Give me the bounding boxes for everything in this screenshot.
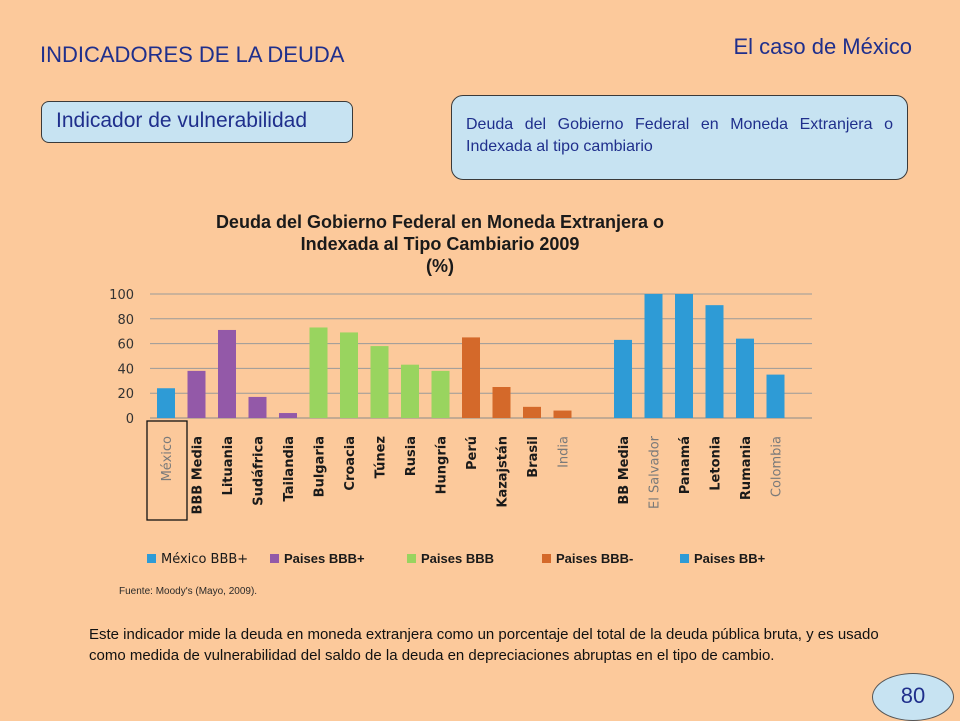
bar (644, 294, 663, 418)
y-tick-label: 20 (117, 387, 134, 402)
bar (492, 387, 511, 418)
bar (157, 388, 175, 418)
legend-swatch (270, 554, 279, 563)
y-tick-label: 80 (117, 313, 134, 328)
x-tick-label: Sudáfrica (252, 436, 267, 506)
x-tick-label: Rusia (404, 436, 419, 476)
y-tick-label: 60 (117, 338, 134, 353)
bar (675, 294, 693, 418)
legend-swatch (680, 554, 689, 563)
bar (370, 346, 389, 418)
chart-title-line-2: Indexada al Tipo Cambiario 2009 (300, 234, 580, 254)
x-tick-label: Bulgaria (313, 436, 328, 497)
bar (279, 413, 297, 418)
x-tick-label: Perú (465, 436, 480, 470)
legend-swatch (147, 554, 156, 563)
y-tick-label: 40 (117, 362, 134, 377)
x-tick-label: Túnez (374, 436, 389, 478)
y-tick-label: 0 (126, 412, 134, 427)
x-tick-label: BB Media (617, 436, 632, 505)
bar (218, 329, 236, 418)
x-tick-label: Rumania (739, 436, 754, 500)
chart-title-line-3: (%) (426, 256, 454, 276)
x-tick-label: Panamá (678, 436, 693, 494)
x-tick-label: Lituania (221, 436, 236, 495)
x-tick-label: El Salvador (648, 435, 663, 509)
bar (705, 305, 724, 418)
page-number-badge: 80 (872, 673, 954, 721)
legend-label: Paises BBB- (556, 551, 633, 566)
slide-subtitle: El caso de México (733, 34, 912, 59)
x-tick-label: Letonia (709, 436, 724, 491)
legend-label: Paises BBB (421, 551, 494, 566)
x-tick-label: Colombia (770, 436, 785, 497)
bar (248, 396, 267, 418)
legend-label: México BBB+ (161, 552, 248, 567)
bar (523, 406, 541, 418)
legend-label: Paises BB+ (694, 551, 766, 566)
bar (766, 374, 785, 418)
description-box: Deuda del Gobierno Federal en Moneda Ext… (451, 95, 908, 180)
x-tick-label: BBB Media (191, 436, 206, 515)
slide-title: INDICADORES DE LA DEUDA (40, 42, 345, 67)
bar (309, 327, 328, 418)
footer-paragraph: Este indicador mide la deuda en moneda e… (89, 626, 879, 664)
x-tick-label: Croacia (343, 436, 358, 491)
x-tick-label: Tailandia (282, 436, 297, 501)
bar (462, 337, 480, 418)
y-tick-label: 100 (109, 288, 134, 303)
legend-label: Paises BBB+ (284, 551, 365, 566)
bar (401, 364, 419, 418)
highlight-box (146, 420, 188, 521)
chart-title-line-1: Deuda del Gobierno Federal en Moneda Ext… (215, 212, 665, 232)
bar (340, 332, 358, 418)
legend-swatch (542, 554, 551, 563)
x-tick-label: India (557, 436, 572, 468)
bar (614, 339, 632, 418)
bar (431, 370, 450, 418)
bar (736, 338, 754, 418)
chart-title: Deuda del Gobierno Federal en Moneda Ext… (110, 211, 770, 277)
x-tick-label: Hungría (435, 436, 450, 494)
x-tick-label: Brasil (526, 436, 541, 478)
indicator-label-box: Indicador de vulnerabilidad (41, 101, 353, 143)
source-note: Fuente: Moody's (Mayo, 2009). (119, 586, 258, 597)
legend-swatch (407, 554, 416, 563)
bar (553, 410, 572, 418)
bar (187, 370, 206, 418)
x-tick-label: México (160, 436, 175, 481)
x-tick-label: Kazajstán (496, 436, 511, 508)
